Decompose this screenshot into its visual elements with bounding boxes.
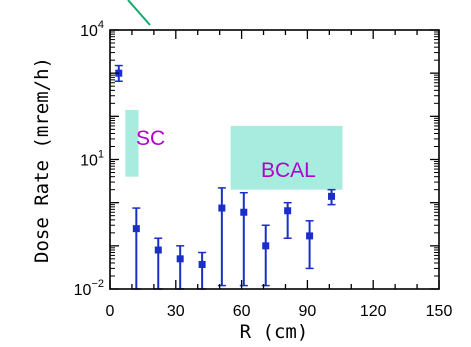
data-point [240, 208, 248, 216]
y-tick-label: 104 [80, 19, 104, 40]
annotation-label-bcal: BCAL [261, 159, 316, 182]
y-tick-exponent: 1 [98, 149, 104, 161]
y-tick-label: 10−2 [74, 278, 104, 299]
x-tick-label: 120 [360, 303, 387, 320]
annotation-label-sc: SC [136, 127, 165, 150]
callout-line [127, 0, 151, 26]
plot-frame-layer [109, 29, 440, 290]
data-point [328, 192, 336, 200]
data-point [132, 225, 140, 233]
data-point [284, 207, 292, 215]
x-tick-label: 60 [233, 303, 251, 320]
data-point [306, 232, 314, 240]
annotations-layer: SC BCAL [125, 110, 343, 190]
data-point [176, 255, 184, 263]
data-point [218, 204, 226, 212]
x-tick-label: 90 [299, 303, 317, 320]
data-point [262, 242, 270, 250]
x-tick-label: 30 [167, 303, 185, 320]
data-point [154, 246, 162, 254]
y-tick-label: 101 [80, 149, 104, 170]
y-axis-label: Dose Rate (mrem/h) [31, 57, 53, 263]
x-tick-label: 0 [106, 303, 115, 320]
callout-layer [127, 0, 151, 26]
y-tick-exponent: 4 [98, 19, 104, 31]
data-point [198, 260, 206, 268]
annotation-box-bcal [230, 125, 343, 190]
y-tick-exponent: −2 [91, 278, 104, 290]
y-tick-base: 10 [80, 153, 98, 170]
y-tick-base: 10 [74, 282, 92, 299]
x-tick-label: 150 [426, 303, 453, 320]
y-tick-base: 10 [80, 23, 98, 40]
x-axis-label: R (cm) [240, 321, 309, 343]
annotation-box-sc [125, 110, 139, 177]
